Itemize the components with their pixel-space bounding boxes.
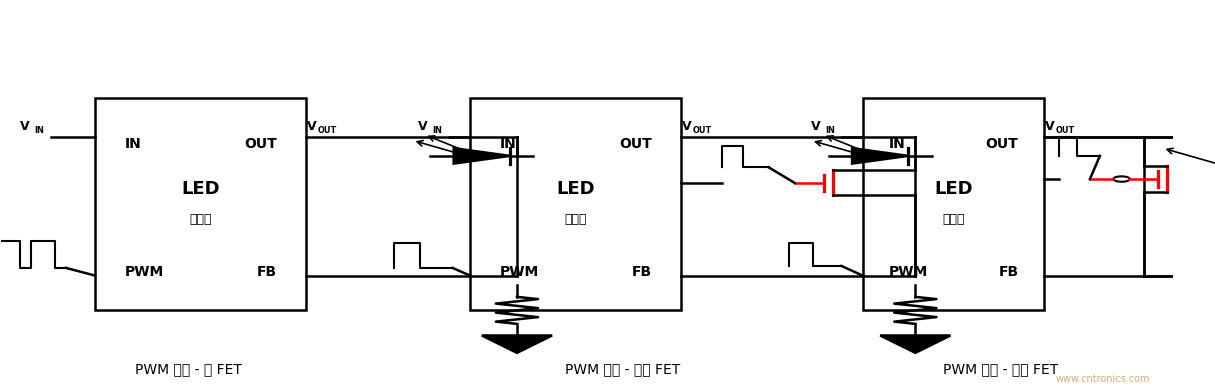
Text: OUT: OUT: [693, 126, 712, 135]
Text: PWM: PWM: [124, 265, 164, 279]
Text: IN: IN: [499, 137, 516, 151]
Text: V: V: [1045, 120, 1055, 133]
Text: LED: LED: [934, 180, 973, 198]
Text: OUT: OUT: [317, 126, 337, 135]
Text: FB: FB: [999, 265, 1018, 279]
Text: OUT: OUT: [618, 137, 651, 151]
Text: IN: IN: [34, 126, 44, 135]
Text: OUT: OUT: [1056, 126, 1075, 135]
Text: V: V: [307, 120, 317, 133]
Text: IN: IN: [433, 126, 442, 135]
Text: OUT: OUT: [244, 137, 277, 151]
Polygon shape: [453, 148, 510, 164]
Bar: [863, 98, 1044, 310]
Text: PWM 调光 - 并联 FET: PWM 调光 - 并联 FET: [943, 362, 1058, 376]
Text: FB: FB: [632, 265, 651, 279]
Text: 驱动器: 驱动器: [190, 213, 211, 226]
Polygon shape: [880, 335, 950, 353]
Polygon shape: [482, 335, 552, 353]
Text: 驱动器: 驱动器: [942, 213, 965, 226]
Text: PWM: PWM: [888, 265, 927, 279]
Text: PWM 调光 - 主 FET: PWM 调光 - 主 FET: [135, 362, 242, 376]
Polygon shape: [852, 148, 909, 164]
Text: OUT: OUT: [985, 137, 1018, 151]
Text: V: V: [418, 120, 428, 133]
Bar: [95, 98, 306, 310]
Text: FB: FB: [256, 265, 277, 279]
Text: V: V: [682, 120, 691, 133]
Text: V: V: [810, 120, 820, 133]
Polygon shape: [1204, 156, 1215, 171]
Text: V: V: [19, 120, 29, 133]
Text: LED: LED: [556, 180, 595, 198]
Text: www.cntronics.com: www.cntronics.com: [1055, 374, 1149, 384]
Bar: [470, 98, 680, 310]
Text: IN: IN: [888, 137, 905, 151]
Text: PWM 调光 - 串联 FET: PWM 调光 - 串联 FET: [565, 362, 680, 376]
Text: LED: LED: [181, 180, 220, 198]
Text: IN: IN: [825, 126, 835, 135]
Text: PWM: PWM: [499, 265, 538, 279]
Text: IN: IN: [124, 137, 141, 151]
Text: 驱动器: 驱动器: [564, 213, 587, 226]
